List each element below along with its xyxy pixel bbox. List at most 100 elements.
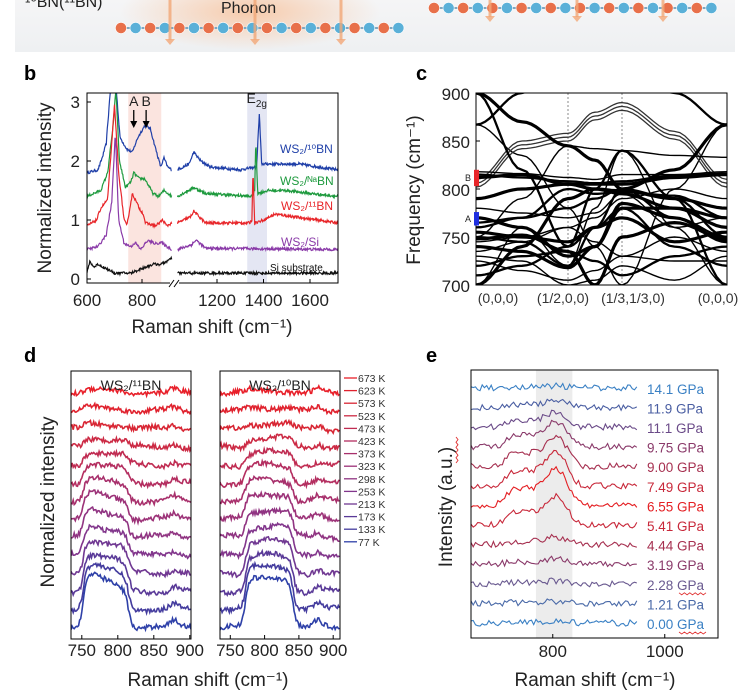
phonon-arrow-icon xyxy=(572,0,582,22)
panel-label-c: c xyxy=(416,63,427,85)
y-tick-label: 2 xyxy=(71,152,80,171)
atom xyxy=(588,2,601,14)
x-tick-label: 800 xyxy=(250,641,278,660)
kpoint-label: (0,0,0) xyxy=(478,290,518,306)
atom xyxy=(188,22,200,34)
pressure-trace xyxy=(471,617,638,627)
d-traces xyxy=(71,384,191,633)
legend-label: 573 K xyxy=(358,398,385,410)
e2g-annotation: E2g xyxy=(247,90,267,110)
atom xyxy=(129,22,142,34)
atom-chain-right xyxy=(428,2,718,14)
legend-label: 423 K xyxy=(358,436,385,448)
pressure-label: 9.75 GPa xyxy=(647,441,705,456)
legend-label: 323 K xyxy=(358,461,385,473)
mode-marker-A xyxy=(474,212,479,226)
temperature-trace xyxy=(71,384,191,399)
pressure-label: 11.9 GPa xyxy=(647,401,704,416)
x-tick-label: 800 xyxy=(128,291,156,310)
temperature-trace xyxy=(71,505,191,541)
panel-label-d: d xyxy=(24,345,36,367)
atom xyxy=(515,2,528,14)
atom xyxy=(261,22,273,34)
phonon-band xyxy=(476,207,727,277)
spellcheck-underline xyxy=(678,592,707,596)
pressure-label: 9.00 GPa xyxy=(647,460,705,475)
e-ylabel: Intensity (a.u.) xyxy=(436,447,457,567)
temperature-trace xyxy=(71,418,191,434)
x-tick-label: 1600 xyxy=(291,291,329,310)
phonon-band xyxy=(476,188,727,243)
atom-chain-left xyxy=(115,22,405,34)
pressure-trace xyxy=(471,409,638,431)
x-tick-label: 750 xyxy=(216,641,244,660)
x-tick-label: 900 xyxy=(176,641,204,660)
atom xyxy=(319,22,332,34)
temperature-trace xyxy=(71,474,191,508)
legend-label: 133 K xyxy=(358,524,385,536)
series-line-3 xyxy=(177,239,338,253)
atom xyxy=(363,22,376,34)
x-tick-label: 1400 xyxy=(245,291,283,310)
pressure-label: 3.19 GPa xyxy=(647,558,705,573)
b-ylabel: Normalized intensity xyxy=(35,102,56,274)
atom xyxy=(544,2,557,14)
pressure-label: 2.28 GPa xyxy=(647,578,705,593)
d-plot-frame xyxy=(70,370,192,640)
peak-annotation-A: A xyxy=(129,93,139,109)
d-plot-frame xyxy=(219,370,341,640)
panel-c-phonon-dispersion: 700 750 800 850 900 (0,0,0) (1/2,0,0) (1/3,1/3,… xyxy=(442,85,739,306)
legend-label: 523 K xyxy=(358,411,385,423)
arrow-down-icon xyxy=(142,121,150,128)
atom xyxy=(348,22,361,34)
pressure-trace xyxy=(471,492,638,529)
phonon-band xyxy=(476,245,727,277)
temperature-trace xyxy=(220,490,340,523)
legend-label: 298 K xyxy=(358,474,385,486)
atom xyxy=(690,2,703,14)
series-label: WS₂/¹⁰BN xyxy=(280,142,333,156)
legend-label: 623 K xyxy=(358,386,385,398)
highlight-band xyxy=(535,370,573,638)
d-subplot-1: WS₂/¹⁰BN 750 800 850 900 xyxy=(216,370,347,660)
c-bands-group xyxy=(476,93,727,285)
e-xlabel: Raman shift (cm⁻¹) xyxy=(515,670,676,691)
b-xlabel: Raman shift (cm⁻¹) xyxy=(132,317,293,338)
arrow-down-icon xyxy=(130,121,138,128)
y-tick-label: 1 xyxy=(71,211,80,230)
phonon-band xyxy=(476,105,727,184)
atom xyxy=(202,22,215,34)
d-ylabel: Normalized intensity xyxy=(38,416,59,588)
c-ylabel: Frequency (cm⁻¹) xyxy=(404,115,425,264)
spellcheck-underline xyxy=(455,436,459,464)
kpoint-label: (1/3,1/3,0) xyxy=(601,290,665,306)
d-xlabel: Raman shift (cm⁻¹) xyxy=(128,670,289,691)
phonon-band xyxy=(476,101,727,181)
pressure-label: 5.41 GPa xyxy=(647,519,705,534)
phonon-arrow-icon xyxy=(165,0,175,45)
pressure-trace xyxy=(471,449,638,490)
phonon-band xyxy=(476,193,727,229)
pressure-trace xyxy=(471,598,638,608)
pressure-trace xyxy=(471,398,638,412)
temperature-trace xyxy=(220,574,340,632)
series-line-4 xyxy=(87,255,173,277)
series-line-0 xyxy=(177,113,338,173)
atom xyxy=(442,2,455,14)
panel-b-raman-chart: 0 1 2 3 600 800 1200 1400 1600 WS₂/¹⁰BN WS₂/ᴺᵃBN WS… xyxy=(71,90,339,310)
temperature-trace xyxy=(71,551,191,598)
pressure-label: 7.49 GPa xyxy=(647,480,705,495)
arrow-head xyxy=(572,16,582,22)
series-line-0 xyxy=(87,93,172,175)
temperature-trace xyxy=(71,401,191,416)
subplot-title: WS₂/¹¹BN xyxy=(101,377,162,393)
e-traces xyxy=(471,382,638,627)
series-line-4 xyxy=(177,269,338,277)
pressure-label: 11.1 GPa xyxy=(647,421,704,436)
x-tick-label: 800 xyxy=(539,642,567,661)
phonon-arrow-icon xyxy=(485,0,495,22)
series-label: WS₂/Si xyxy=(281,235,319,249)
